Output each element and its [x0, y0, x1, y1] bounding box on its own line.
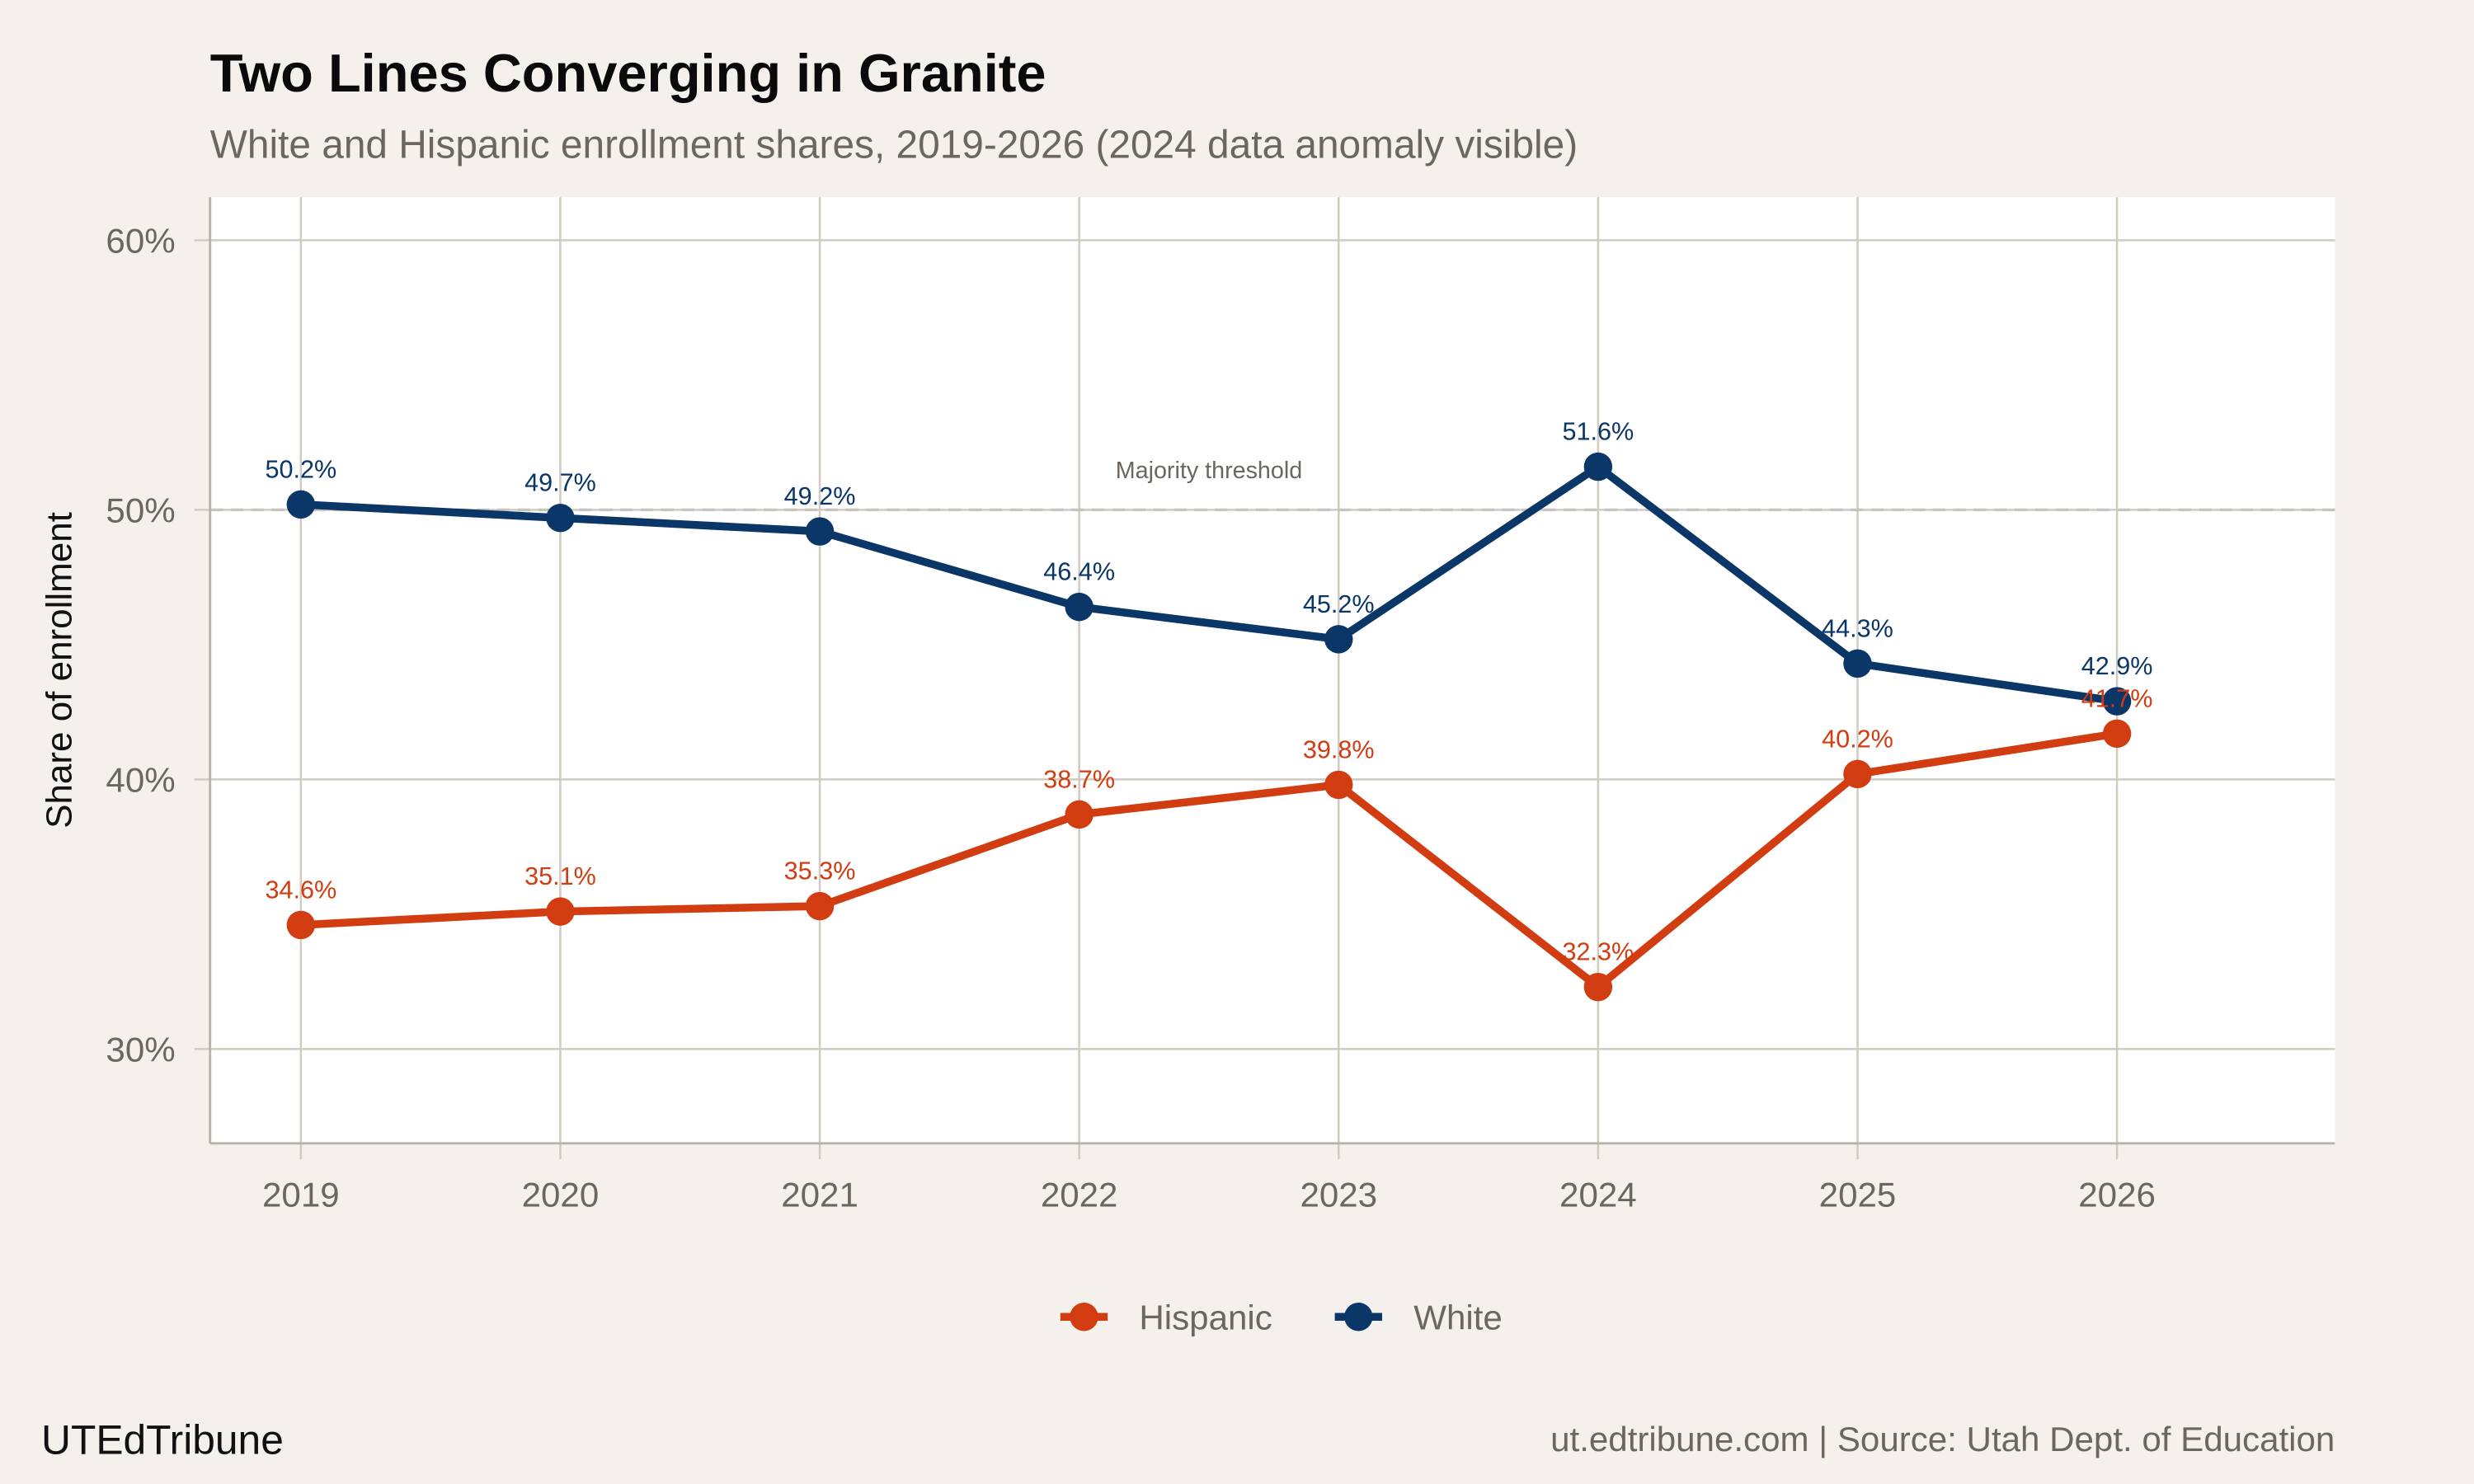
brand-label: UTEdTribune: [41, 1417, 284, 1463]
legend-swatch-dot: [1070, 1303, 1098, 1331]
data-label-hispanic: 39.8%: [1303, 735, 1375, 763]
chart-subtitle: White and Hispanic enrollment shares, 20…: [210, 123, 1578, 167]
data-point-hispanic: [1324, 770, 1353, 800]
legend: Hispanic White: [1060, 1298, 1503, 1337]
series-line-hispanic: [300, 730, 2118, 991]
data-point-white: [1324, 625, 1353, 654]
data-point-white: [1065, 592, 1094, 622]
series-line-white: [300, 463, 2118, 706]
x-tick-label: 2026: [2078, 1175, 2156, 1214]
data-point-white: [805, 517, 835, 546]
data-point-white: [286, 490, 316, 519]
majority-threshold-label: Majority threshold: [1116, 458, 1302, 484]
y-tick-label: 30%: [106, 1031, 175, 1069]
data-point-hispanic: [1843, 759, 1872, 789]
data-label-hispanic: 35.1%: [524, 862, 596, 890]
x-tick-label: 2022: [1041, 1175, 1118, 1214]
series-layer: 34.6% 35.1% 35.3% 38.7% 39.8% 32.3% 40.2% 41.7%…: [265, 418, 2152, 1002]
x-tick-label: 2025: [1819, 1175, 1897, 1214]
x-tick-label: 2024: [1559, 1175, 1637, 1214]
data-label-white: 49.2%: [784, 482, 856, 510]
data-label-hispanic: 41.7%: [2081, 684, 2153, 712]
data-label-hispanic: 35.3%: [784, 857, 856, 885]
source-note: ut.edtribune.com | Source: Utah Dept. of…: [1550, 1420, 2335, 1458]
data-label-white: 46.4%: [1043, 558, 1115, 586]
y-axis-title: Share of enrollment: [39, 512, 79, 829]
data-point-hispanic: [286, 910, 316, 940]
legend-label-hispanic: Hispanic: [1139, 1298, 1272, 1337]
x-tick-label: 2019: [262, 1175, 340, 1214]
data-point-white: [1843, 649, 1872, 679]
data-point-white: [2102, 687, 2132, 716]
data-point-hispanic: [2102, 719, 2132, 749]
legend-label-white: White: [1413, 1298, 1503, 1337]
x-tick-label: 2023: [1300, 1175, 1377, 1214]
chart-title: Two Lines Converging in Granite: [210, 43, 1047, 103]
data-label-white: 49.7%: [524, 469, 596, 497]
data-label-hispanic: 32.3%: [1562, 938, 1634, 966]
data-point-hispanic: [546, 897, 575, 926]
x-tick-label: 2020: [522, 1175, 600, 1214]
data-point-hispanic: [1583, 972, 1613, 1002]
axes: 30% 40% 50% 60% 2019 2020 2021 2022 2023 2024 2025…: [106, 197, 2335, 1214]
data-point-white: [546, 504, 575, 533]
data-label-white: 45.2%: [1303, 590, 1375, 618]
data-label-white: 42.9%: [2081, 652, 2153, 680]
plot-panel: [209, 197, 2335, 1144]
data-label-white: 44.3%: [1822, 614, 1893, 642]
data-label-white: 50.2%: [265, 455, 336, 483]
y-tick-label: 60%: [106, 222, 175, 261]
data-label-hispanic: 38.7%: [1043, 765, 1115, 793]
data-label-hispanic: 40.2%: [1822, 725, 1893, 753]
data-point-hispanic: [805, 891, 835, 921]
data-label-white: 51.6%: [1562, 418, 1634, 446]
legend-swatch-dot: [1344, 1303, 1373, 1331]
x-tick-label: 2021: [781, 1175, 858, 1214]
data-point-white: [1583, 452, 1613, 481]
y-tick-label: 50%: [106, 491, 175, 530]
y-tick-label: 40%: [106, 761, 175, 800]
data-label-hispanic: 34.6%: [265, 876, 336, 904]
data-point-hispanic: [1065, 800, 1094, 829]
